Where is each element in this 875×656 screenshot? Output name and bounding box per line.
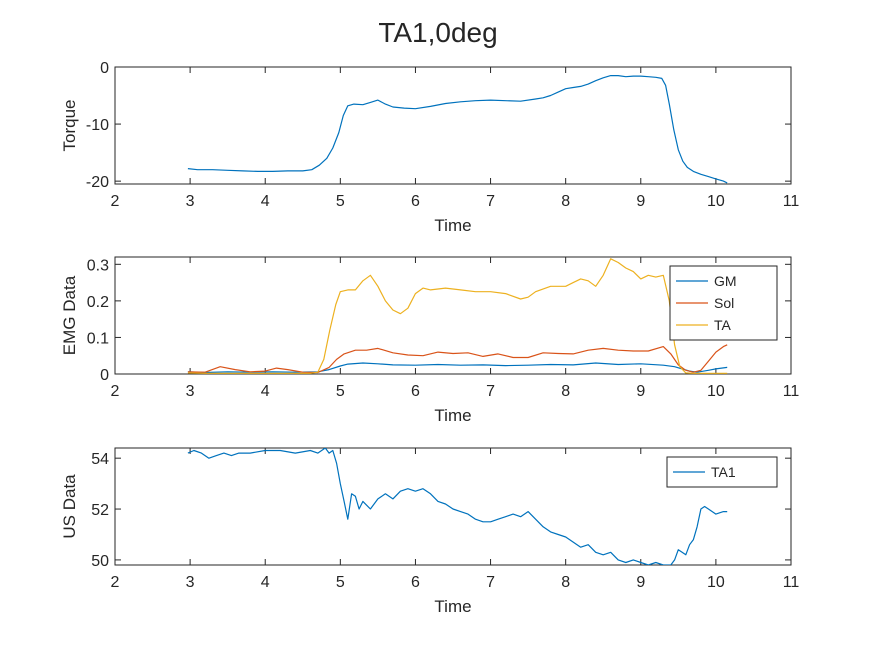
us-ytick-label: 50 — [91, 553, 109, 570]
us-series-line-ta1 — [187, 448, 728, 565]
emg-ytick-label: 0.2 — [87, 294, 109, 311]
us-xtick-label: 8 — [561, 574, 570, 591]
emg-legend-label: Sol — [714, 295, 734, 311]
emg-ylabel: EMG Data — [60, 275, 79, 355]
emg-xtick-label: 9 — [636, 383, 645, 400]
torque-xtick-label: 3 — [186, 193, 195, 210]
us-ytick-label: 54 — [91, 451, 109, 468]
torque-xtick-label: 8 — [561, 193, 570, 210]
torque-xtick-label: 4 — [261, 193, 270, 210]
torque-ytick-label: 0 — [100, 60, 109, 77]
torque-ytick-label: -10 — [86, 117, 109, 134]
us-xtick-label: 2 — [111, 574, 120, 591]
emg-xtick-label: 4 — [261, 383, 270, 400]
torque-ylabel: Torque — [60, 100, 79, 152]
torque-xtick-label: 9 — [636, 193, 645, 210]
emg-xlabel: Time — [434, 406, 471, 425]
emg-xtick-label: 8 — [561, 383, 570, 400]
emg-xtick-label: 10 — [707, 383, 725, 400]
torque-xlabel: Time — [434, 216, 471, 235]
emg-xtick-label: 7 — [486, 383, 495, 400]
us-xtick-label: 10 — [707, 574, 725, 591]
torque-xtick-label: 5 — [336, 193, 345, 210]
us-xtick-label: 6 — [411, 574, 420, 591]
emg-xtick-label: 11 — [783, 383, 800, 400]
us-xtick-label: 11 — [783, 574, 800, 591]
torque-xtick-label: 11 — [783, 193, 800, 210]
torque-xtick-label: 2 — [111, 193, 120, 210]
us-legend: TA1 — [666, 456, 778, 488]
emg-subplot: 2 3 4 5 6 7 8 9 10 11 0 0.1 0.2 0.3 Time EMG Data GM Sol T… — [60, 256, 800, 425]
us-ylabel: US Data — [60, 474, 79, 539]
emg-ytick-label: 0 — [100, 367, 109, 384]
torque-series-line-0 — [187, 74, 728, 184]
us-xtick-label: 3 — [186, 574, 195, 591]
us-xtick-label: 7 — [486, 574, 495, 591]
emg-legend: GM Sol TA — [669, 265, 778, 341]
us-xtick-label: 5 — [336, 574, 345, 591]
torque-axes-frame — [114, 66, 792, 185]
us-legend-label: TA1 — [711, 464, 736, 480]
us-ytick-label: 52 — [91, 502, 109, 519]
emg-xtick-label: 6 — [411, 383, 420, 400]
torque-xtick-label: 6 — [411, 193, 420, 210]
us-subplot: 2 3 4 5 6 7 8 9 10 11 50 52 54 Time US Data TA1 — [60, 447, 800, 616]
emg-xtick-label: 2 — [111, 383, 120, 400]
emg-ytick-label: 0.1 — [87, 330, 109, 347]
torque-xtick-label: 10 — [707, 193, 725, 210]
emg-xtick-label: 5 — [336, 383, 345, 400]
torque-xtick-label: 7 — [486, 193, 495, 210]
us-xlabel: Time — [434, 597, 471, 616]
us-xtick-label: 9 — [636, 574, 645, 591]
emg-series-line-sol — [187, 344, 728, 374]
emg-ytick-label: 0.3 — [87, 257, 109, 274]
emg-legend-label: GM — [714, 273, 737, 289]
figure-title: TA1,0deg — [378, 17, 497, 48]
us-xtick-label: 4 — [261, 574, 270, 591]
torque-subplot: 2 3 4 5 6 7 8 9 10 11 -20 -10 0 Time Torque — [60, 60, 799, 235]
emg-legend-label: TA — [714, 317, 732, 333]
emg-xtick-label: 3 — [186, 383, 195, 400]
emg-series-line-ta — [187, 258, 728, 374]
torque-ytick-label: -20 — [86, 174, 109, 191]
